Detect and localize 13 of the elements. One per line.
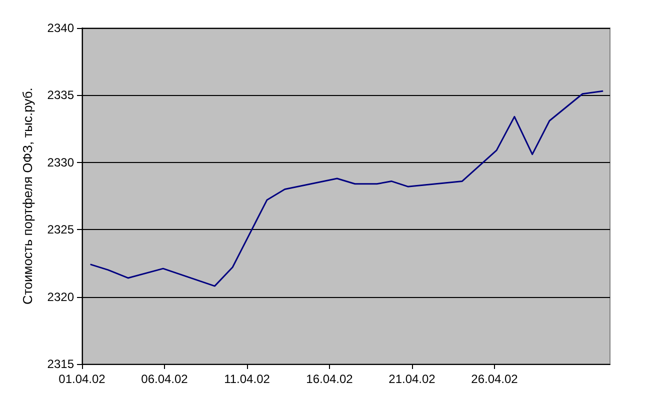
x-tick-label: 11.04.02 xyxy=(224,372,270,386)
x-tick-label: 06.04.02 xyxy=(141,372,188,386)
x-tick-label: 21.04.02 xyxy=(388,372,436,386)
y-tick-label: 2330 xyxy=(47,155,74,170)
x-tick-label: 01.04.02 xyxy=(58,372,106,386)
y-tick-label: 2315 xyxy=(47,357,74,371)
y-tick-label: 2320 xyxy=(47,290,74,304)
x-tick-label: 16.04.02 xyxy=(306,372,354,386)
y-tick-label: 2335 xyxy=(47,88,74,102)
y-axis-title: Стоимость портфеля ОФЗ, тыс.руб. xyxy=(20,88,35,304)
x-tick-label: 26.04.02 xyxy=(471,372,518,386)
y-tick-label: 2325 xyxy=(47,222,74,237)
y-tick-label: 2340 xyxy=(47,21,74,35)
